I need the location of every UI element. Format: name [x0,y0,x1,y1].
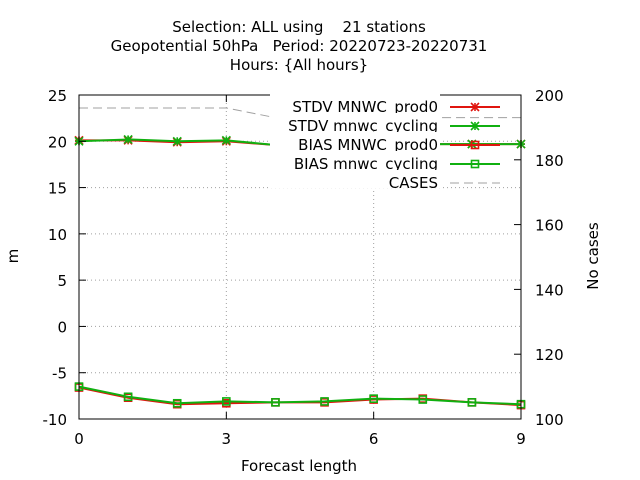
series-line [79,107,521,119]
point [271,398,280,407]
legend-label-bg [270,113,440,131]
point [123,392,133,402]
point [467,398,477,407]
y-tick-label: -10 [43,411,68,429]
point [123,134,133,144]
x-tick-label: 0 [74,430,84,448]
legend-label: CASES [389,174,438,192]
y-tick-label: 10 [48,226,67,244]
series-bias-mnwc-cycling [74,382,526,409]
y-tick-label: 0 [57,318,67,336]
y-tick-label: -5 [52,365,67,383]
x-axis-label: Forecast length [241,457,357,475]
y2-tick-label: 180 [535,152,564,170]
title-line: Geopotential 50hPa Period: 20220723-2022… [111,37,488,55]
point [470,102,480,112]
y-tick-label: 5 [57,272,67,290]
x-tick-label: 3 [222,430,232,448]
y2-tick-label: 160 [535,217,564,235]
point [172,398,182,408]
legend-label-bg [270,132,440,150]
legend-item: BIAS mnwc_cycling [270,151,500,174]
point [221,135,231,145]
legend-item: STDV MNWC_prod0 [270,94,500,117]
point [222,397,231,406]
point [470,121,480,131]
point [369,394,378,403]
chart-title: Selection: ALL using 21 stationsGeopoten… [111,18,488,74]
legend-item: BIAS MNWC_prod0 [270,132,500,155]
point [470,140,480,150]
legend-label-bg [270,170,440,188]
y2-axis-label: No cases [584,222,602,290]
legend-label: STDV MNWC_prod0 [292,98,438,117]
legend-label: STDV mnwc_cycling [288,117,438,136]
legend-label-bg [270,94,440,112]
x-tick-label: 6 [369,430,379,448]
legend-label: BIAS MNWC_prod0 [298,136,438,155]
y2-tick-label: 100 [535,411,564,429]
axes: -10 -5 0 5 10 15 20 25 100 120 140 160 180 200 0 3 6 9 [43,87,564,448]
point [320,397,329,406]
legend-label-bg [270,151,440,169]
y2-tick-label: 120 [535,346,564,364]
y-tick-label: 15 [48,180,67,198]
y-axis-label: m [4,249,22,264]
legend-item: STDV mnwc_cycling [270,113,500,136]
y2-tick-label: 140 [535,281,564,299]
legend-item: CASES [270,170,500,192]
y-tick-label: 25 [48,87,67,105]
point [470,159,480,169]
point [172,136,182,146]
y2-tick-label: 200 [535,87,564,105]
y-tick-label: 20 [48,133,67,151]
series-cases [79,107,521,119]
series-line [78,385,522,406]
legend-label: BIAS mnwc_cycling [294,155,438,174]
x-tick-label: 9 [516,430,526,448]
title-line: Hours: {All hours} [230,56,368,74]
series-bias-mnwc-prod0 [74,383,526,410]
point [418,395,428,404]
title-line: Selection: ALL using 21 stations [172,18,426,36]
